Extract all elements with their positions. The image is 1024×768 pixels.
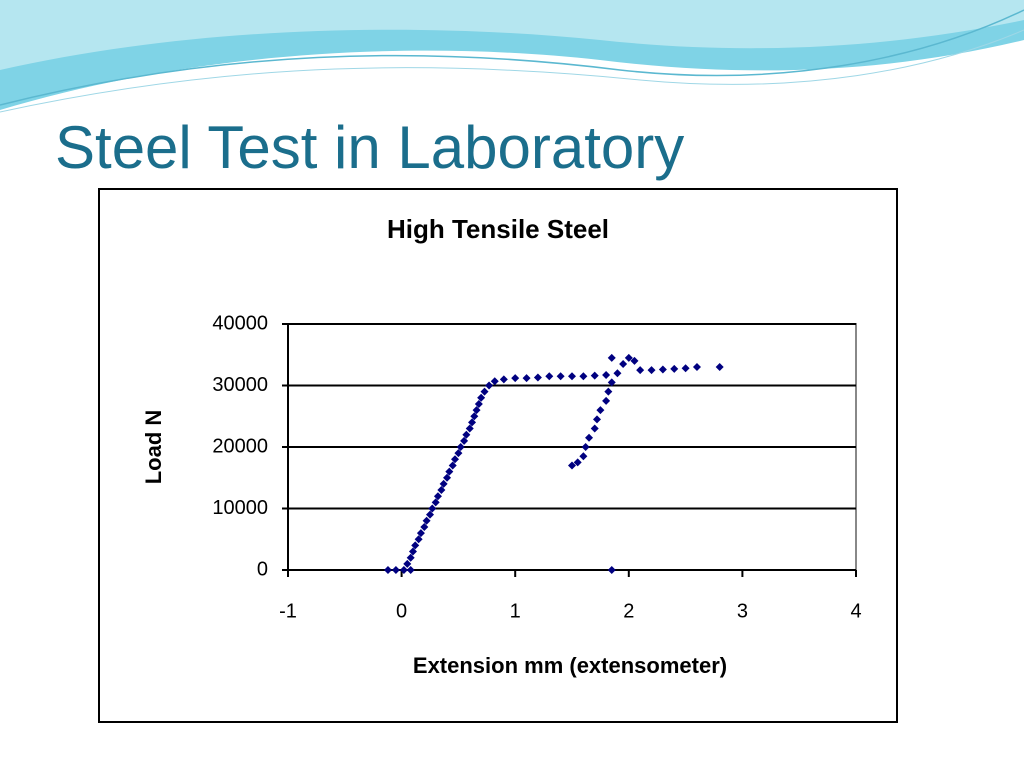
- data-point: [596, 406, 605, 415]
- data-point: [511, 374, 520, 383]
- data-point: [462, 430, 471, 439]
- chart-frame: [98, 188, 898, 723]
- y-tick-label: 0: [257, 558, 268, 580]
- data-point: [470, 412, 479, 421]
- data-point: [573, 458, 582, 467]
- data-point: [414, 535, 423, 544]
- data-point: [406, 566, 415, 574]
- data-point: [490, 377, 499, 386]
- data-point: [624, 353, 633, 362]
- data-point: [499, 375, 508, 384]
- data-point: [420, 522, 429, 531]
- slide-title: Steel Test in Laboratory: [55, 114, 684, 181]
- data-point: [579, 452, 588, 461]
- data-point: [465, 424, 474, 433]
- data-point: [422, 516, 431, 525]
- data-point: [443, 473, 452, 482]
- data-point: [406, 553, 415, 562]
- data-point: [579, 372, 588, 381]
- data-point: [619, 359, 628, 368]
- data-point: [480, 387, 489, 396]
- x-tick-label: -1: [279, 600, 297, 622]
- data-point: [399, 566, 408, 574]
- data-point: [468, 418, 477, 427]
- data-point: [472, 406, 481, 415]
- data-point: [474, 399, 483, 408]
- data-point: [426, 510, 434, 519]
- data-point: [613, 369, 622, 378]
- data-point: [428, 504, 437, 513]
- data-point: [568, 372, 576, 381]
- data-point: [437, 486, 446, 495]
- data-point: [433, 492, 442, 501]
- x-tick-label: 4: [850, 600, 861, 622]
- data-point: [590, 371, 599, 380]
- y-tick-label: 10000: [212, 497, 268, 519]
- data-point: [439, 479, 448, 488]
- data-point: [450, 455, 459, 464]
- data-point: [581, 443, 590, 451]
- data-point: [403, 559, 412, 568]
- data-point: [533, 373, 542, 382]
- data-point: [604, 387, 613, 396]
- data-point: [416, 529, 425, 538]
- data-point: [681, 364, 690, 373]
- chart-title: High Tensile Steel: [387, 214, 609, 244]
- data-point: [647, 366, 656, 375]
- data-point: [391, 566, 400, 574]
- data-point: [522, 374, 531, 383]
- data-point: [477, 393, 486, 402]
- data-point: [670, 364, 679, 373]
- data-point: [602, 396, 611, 405]
- data-point: [692, 363, 701, 372]
- data-point: [585, 433, 594, 442]
- data-point: [460, 436, 469, 445]
- y-tick-label: 20000: [212, 435, 268, 457]
- data-point: [592, 415, 601, 424]
- x-tick-label: 0: [396, 600, 407, 622]
- data-point: [658, 365, 667, 374]
- x-tick-label: 1: [510, 600, 521, 622]
- data-point: [485, 381, 494, 390]
- data-point: [445, 467, 454, 476]
- data-point: [607, 566, 616, 574]
- data-point: [568, 461, 576, 470]
- data-point: [602, 371, 611, 380]
- data-point: [607, 353, 616, 362]
- x-axis-title: Extension mm (extensometer): [413, 653, 727, 678]
- data-point: [607, 378, 616, 387]
- data-point: [715, 363, 724, 372]
- data-point: [456, 443, 465, 451]
- x-tick-label: 3: [737, 600, 748, 622]
- x-tick-label: 2: [623, 600, 634, 622]
- data-point: [545, 372, 554, 381]
- data-point: [408, 547, 417, 556]
- y-axis-title: Load N: [141, 410, 166, 485]
- y-tick-label: 30000: [212, 374, 268, 396]
- data-point: [454, 449, 463, 458]
- data-point: [383, 566, 392, 574]
- data-point: [411, 541, 420, 550]
- y-tick-label: 40000: [212, 312, 268, 334]
- data-point: [448, 461, 457, 470]
- data-point: [636, 366, 645, 375]
- data-point: [431, 498, 440, 507]
- data-point: [630, 356, 639, 365]
- header-wave: [0, 0, 1024, 113]
- data-point: [590, 424, 599, 433]
- data-point: [556, 372, 565, 381]
